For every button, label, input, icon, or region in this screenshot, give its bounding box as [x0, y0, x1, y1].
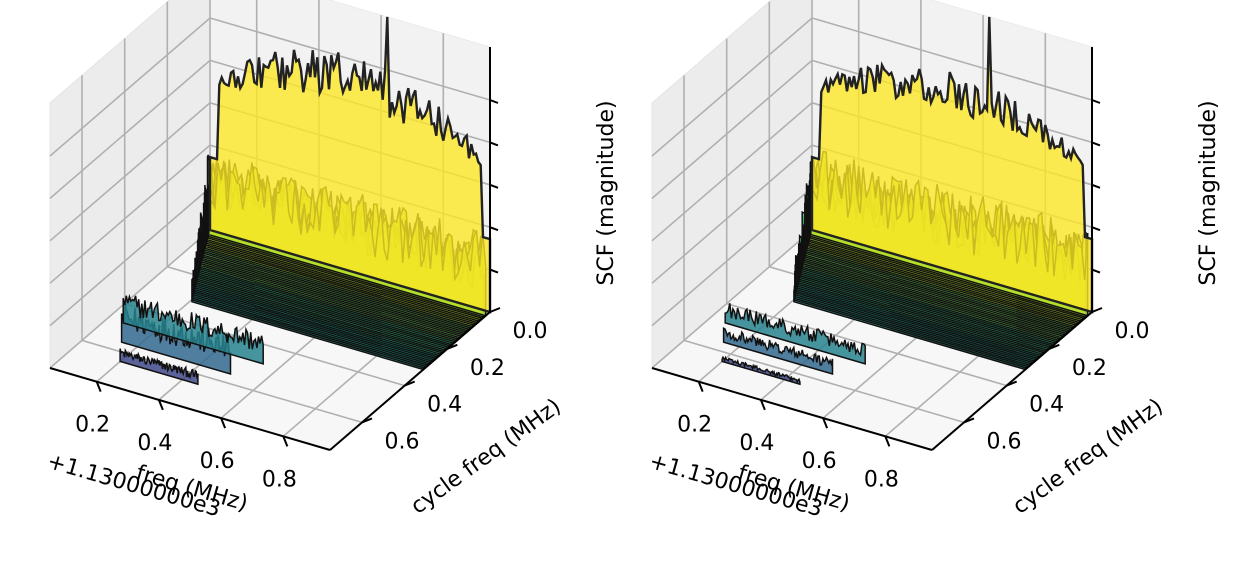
x-tick	[157, 399, 164, 411]
ridge-series	[122, 293, 264, 365]
x-tick-label: 0.6	[200, 449, 235, 474]
z-tick	[1091, 268, 1101, 274]
front-ridge	[208, 16, 492, 314]
x-tick	[822, 417, 829, 429]
y-axis-line	[329, 311, 491, 451]
y-tick-label: 0.0	[513, 319, 548, 344]
y-tick-label: 0.2	[470, 356, 505, 381]
x-tick	[697, 381, 704, 393]
x-tick-label: 0.2	[677, 413, 712, 438]
y-tick	[963, 417, 975, 424]
x-tick-label: 0.4	[739, 431, 774, 456]
y-tick-label: 0.4	[1029, 393, 1064, 418]
front-ridge	[810, 16, 1094, 314]
z-tick	[489, 268, 499, 274]
ridge-series	[721, 355, 801, 386]
y-tick	[489, 307, 501, 313]
y-tick-label: 0.6	[385, 429, 420, 454]
z-tick	[489, 99, 499, 104]
z-tick	[1091, 226, 1101, 232]
y-tick-label: 0.2	[1072, 356, 1107, 381]
z-tick	[489, 183, 499, 189]
ridge-series	[722, 326, 834, 376]
axes	[651, 47, 1103, 451]
z-tick	[1091, 141, 1101, 147]
y-tick	[1006, 380, 1018, 387]
z-tick	[489, 141, 499, 147]
y-tick-label: 0.4	[427, 393, 462, 418]
x-tick	[884, 435, 891, 447]
y-tick	[1091, 307, 1103, 313]
x-tick-label: 0.4	[137, 431, 172, 456]
y-tick-label: 0.0	[1115, 319, 1150, 344]
x-tick-label: 0.2	[75, 413, 110, 438]
x-tick-label: 0.8	[262, 467, 297, 492]
x-tick	[759, 399, 766, 411]
ridges	[119, 16, 492, 386]
ridge-series	[724, 303, 866, 365]
z-tick	[1091, 99, 1101, 104]
y-tick	[446, 343, 458, 350]
ridge-series	[119, 347, 199, 386]
z-tick	[489, 226, 499, 232]
z-tick	[1091, 183, 1101, 189]
x-tick-label: 0.8	[864, 467, 899, 492]
y-tick	[404, 380, 416, 387]
y-tick-label: 0.6	[987, 429, 1022, 454]
ridges	[721, 16, 1094, 386]
y-tick	[361, 417, 373, 424]
x-tick	[95, 381, 102, 393]
y-tick	[1048, 343, 1060, 350]
gridline	[651, 17, 1093, 157]
z-axis-label: SCF (magnitude)	[1196, 100, 1221, 285]
x-tick	[282, 435, 289, 447]
z-axis-label: SCF (magnitude)	[594, 100, 619, 285]
gridline	[49, 17, 491, 157]
y-axis-line	[931, 311, 1093, 451]
x-tick	[220, 417, 227, 429]
x-tick-label: 0.6	[802, 449, 837, 474]
axes	[49, 47, 501, 451]
